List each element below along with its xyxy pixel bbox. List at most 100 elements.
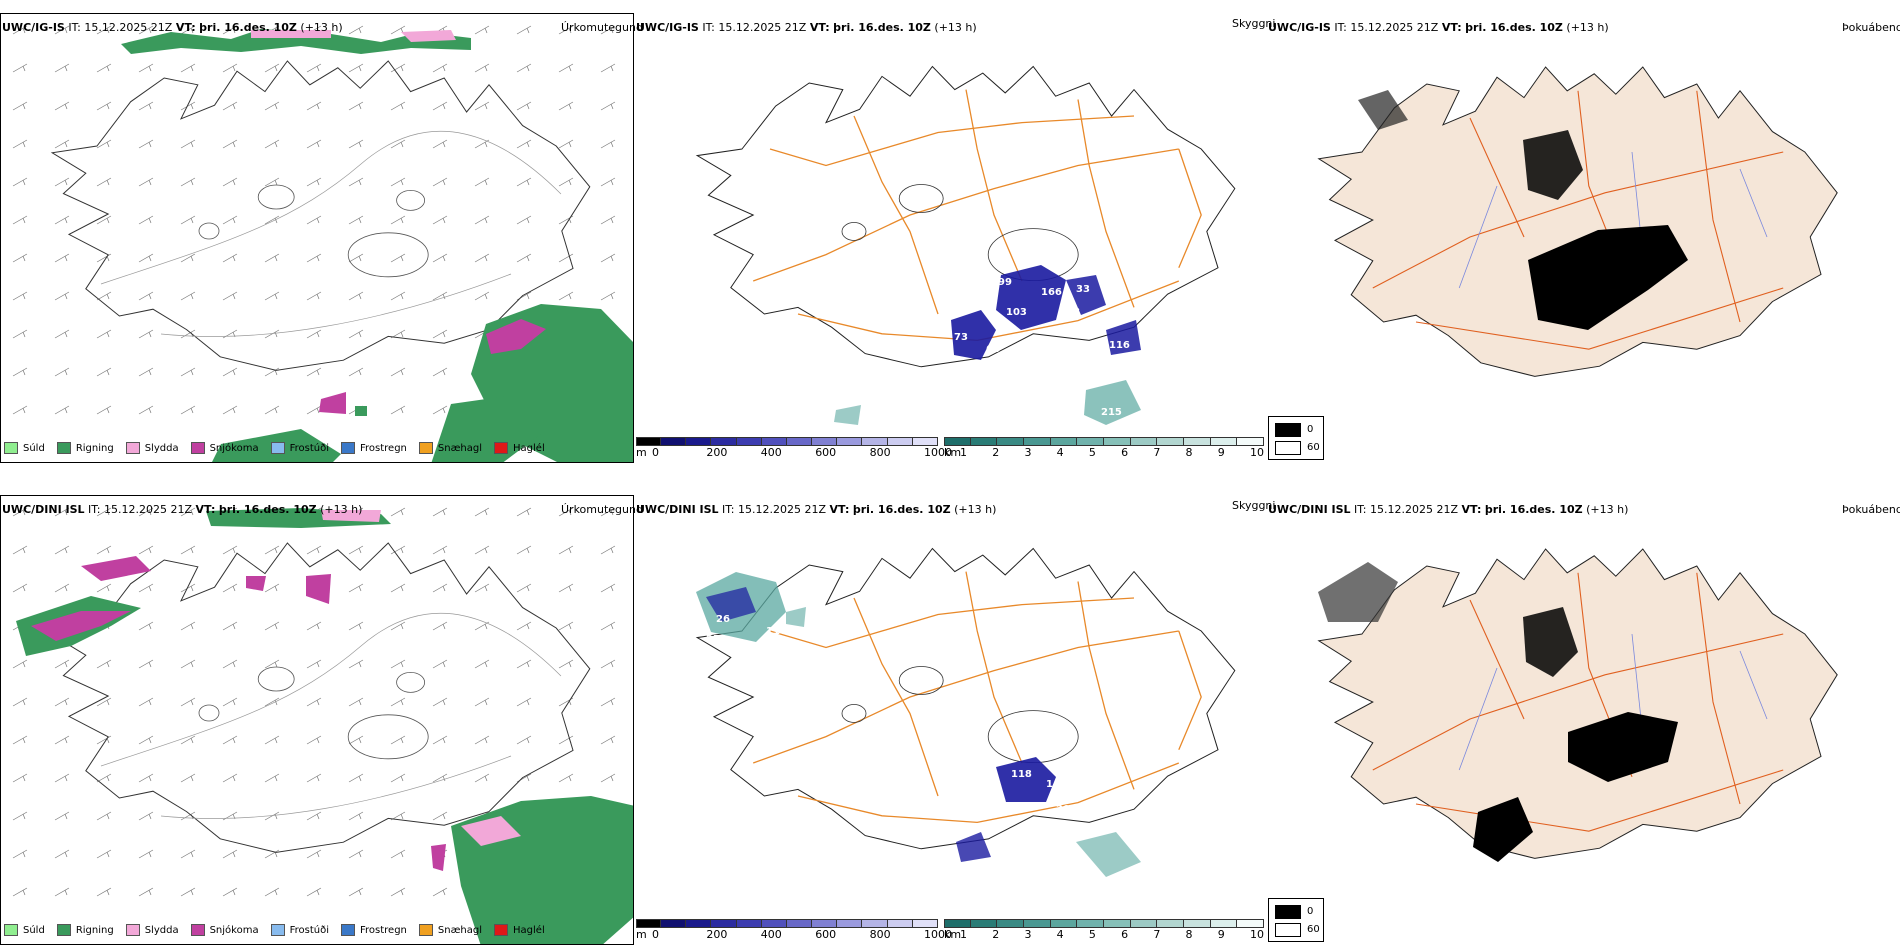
low-visibility-area <box>1076 832 1141 877</box>
coastline <box>695 547 1236 850</box>
legend-item: Snæhagl <box>418 924 482 936</box>
fog-area <box>1528 225 1688 330</box>
fog-map-canvas <box>1317 548 1838 862</box>
low-ceiling-area <box>1066 275 1106 315</box>
colorbar-segment <box>1023 437 1051 446</box>
colorbar-segment <box>1050 437 1078 446</box>
colorbar-segment <box>1103 919 1131 928</box>
low-visibility-area <box>834 405 861 425</box>
legend-swatch <box>56 442 71 454</box>
glacier-outline <box>198 222 220 240</box>
legend-item: Slydda <box>125 924 179 936</box>
legend-label: Slydda <box>144 442 179 454</box>
land-area <box>1317 66 1838 377</box>
colorbar-segment <box>1077 437 1104 446</box>
glacier-outline <box>898 184 944 213</box>
road-network <box>752 571 1202 824</box>
colorbar-unit: m <box>636 928 647 941</box>
colorbar-tick: 10 <box>1250 928 1264 941</box>
colorbar-segment <box>970 919 998 928</box>
visibility-map-canvas: 10 26 25 11 118 148 20 <box>695 547 1236 877</box>
legend-swatch <box>56 924 71 936</box>
colorbar-segment <box>1157 437 1184 446</box>
ceiling-label: 64 <box>986 344 1000 355</box>
colorbar-segment <box>786 919 813 928</box>
legend-item: Rigning <box>56 924 114 936</box>
colorbar-segment <box>997 437 1024 446</box>
colorbar-tick: 5 <box>1088 446 1096 459</box>
legend-label: Rigning <box>75 442 114 454</box>
colorbar-tick: 1 <box>960 446 967 459</box>
colorbar-segment <box>686 919 712 928</box>
visibility-map-bottom: 10 26 25 11 118 148 20 <box>636 512 1276 932</box>
legend-label: Slydda <box>144 924 179 936</box>
legend-swatch <box>125 442 140 454</box>
low-ceiling-area <box>1106 320 1141 355</box>
fog-legend-top: 0 60 <box>1268 416 1324 460</box>
legend-label: Snjókoma <box>209 924 259 936</box>
road-network <box>1372 572 1784 832</box>
colorbar-unit: km <box>944 446 962 459</box>
legend-item: Snjókoma <box>190 924 259 936</box>
colorbar-tick: 3 <box>1024 446 1032 459</box>
colorbar-segment <box>1130 919 1158 928</box>
snow-area <box>319 392 346 414</box>
legend-item: Súld <box>4 442 45 454</box>
fog-legend-white-swatch <box>1275 441 1301 455</box>
legend-swatch <box>4 442 18 454</box>
legend-item: Frostúði <box>270 924 329 936</box>
colorbar-segment <box>1023 919 1051 928</box>
ceiling-label: 166 <box>1041 287 1062 298</box>
sleet-area <box>251 30 331 38</box>
glacier-outline <box>898 666 944 695</box>
snow-area <box>486 319 546 354</box>
colorbar-tick: 7 <box>1153 446 1161 459</box>
coastline <box>50 60 591 371</box>
precip-map-canvas <box>12 25 633 462</box>
legend-label: Frostúði <box>289 442 329 454</box>
ceiling-label: 151 <box>971 362 992 373</box>
ceiling-label: 11 <box>766 626 780 637</box>
colorbar-segment <box>661 437 687 446</box>
colorbar-segment <box>997 919 1024 928</box>
road-line <box>100 130 562 285</box>
fog-map-canvas <box>1317 66 1838 377</box>
colorbar-tick: 800 <box>869 446 891 459</box>
ceiling-label: 103 <box>1006 307 1027 318</box>
colorbar-segment <box>944 919 971 928</box>
fog-map-top <box>1268 30 1858 450</box>
ceiling-label: 99 <box>998 277 1012 288</box>
colorbar-tick: 600 <box>815 446 837 459</box>
glacier-outline <box>347 714 429 760</box>
ceiling-label: 215 <box>1101 407 1122 418</box>
legend-swatch <box>190 442 205 454</box>
legend-item: Frostregn <box>341 442 407 454</box>
legend-label: Súld <box>23 442 45 454</box>
ceiling-label: 33 <box>1076 284 1090 295</box>
visibility-map-top: 131 99 166 33 103 18 73 64 151 116 215 <box>636 30 1276 450</box>
colorbar-tick: 5 <box>1088 928 1096 941</box>
colorbar-tick: 10 <box>1250 446 1264 459</box>
panel-title-fog-top: Þokuábendi <box>1842 21 1900 34</box>
colorbar-segment <box>1183 437 1211 446</box>
precip-type-map-top <box>0 13 634 463</box>
fog-legend-black-label: 0 <box>1307 906 1314 917</box>
legend-label: Rigning <box>75 924 114 936</box>
glacier-outline <box>396 189 426 211</box>
panel-title-vis-bottom: Skyggni <box>1232 499 1276 512</box>
sleet-area <box>321 510 381 522</box>
colorbar-tick: 4 <box>1056 928 1064 941</box>
fog-area <box>1523 607 1578 677</box>
rain-area <box>431 394 541 462</box>
colorbar-tick: 800 <box>869 928 891 941</box>
low-ceiling-area <box>956 832 991 862</box>
glacier-outline <box>396 671 426 693</box>
ceiling-colorbar-bottom <box>636 919 938 928</box>
panel-header-fog-bottom: UWC/DINI ISL IT: 15.12.2025 21Z VT: þri.… <box>1268 503 1629 516</box>
ceiling-label: 131 <box>766 32 787 43</box>
legend-item: Súld <box>4 924 45 936</box>
colorbar-segment <box>812 437 838 446</box>
colorbar-segment <box>812 919 838 928</box>
legend-swatch <box>125 924 140 936</box>
glacier-outline <box>841 222 867 241</box>
